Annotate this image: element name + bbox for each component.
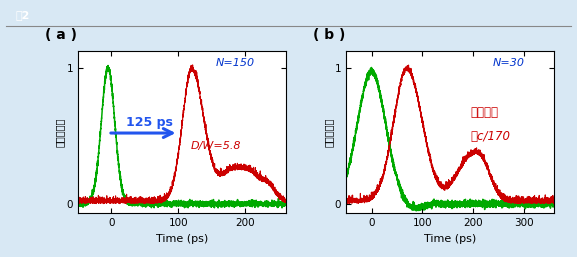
Text: 125 ps: 125 ps — [126, 116, 173, 129]
Y-axis label: 光透過強度: 光透過強度 — [55, 118, 65, 147]
Y-axis label: 光透過強度: 光透過強度 — [323, 118, 334, 147]
Text: D/W=5.8: D/W=5.8 — [190, 141, 241, 151]
X-axis label: Time (ps): Time (ps) — [424, 234, 476, 244]
X-axis label: Time (ps): Time (ps) — [156, 234, 208, 244]
Text: ( a ): ( a ) — [44, 28, 77, 42]
Text: ＝c/170: ＝c/170 — [470, 130, 510, 143]
Text: 伝播速度: 伝播速度 — [470, 106, 499, 119]
Text: 図2: 図2 — [16, 11, 30, 20]
Text: N=30: N=30 — [493, 58, 525, 68]
Text: N=150: N=150 — [215, 58, 254, 68]
Text: ( b ): ( b ) — [313, 28, 346, 42]
